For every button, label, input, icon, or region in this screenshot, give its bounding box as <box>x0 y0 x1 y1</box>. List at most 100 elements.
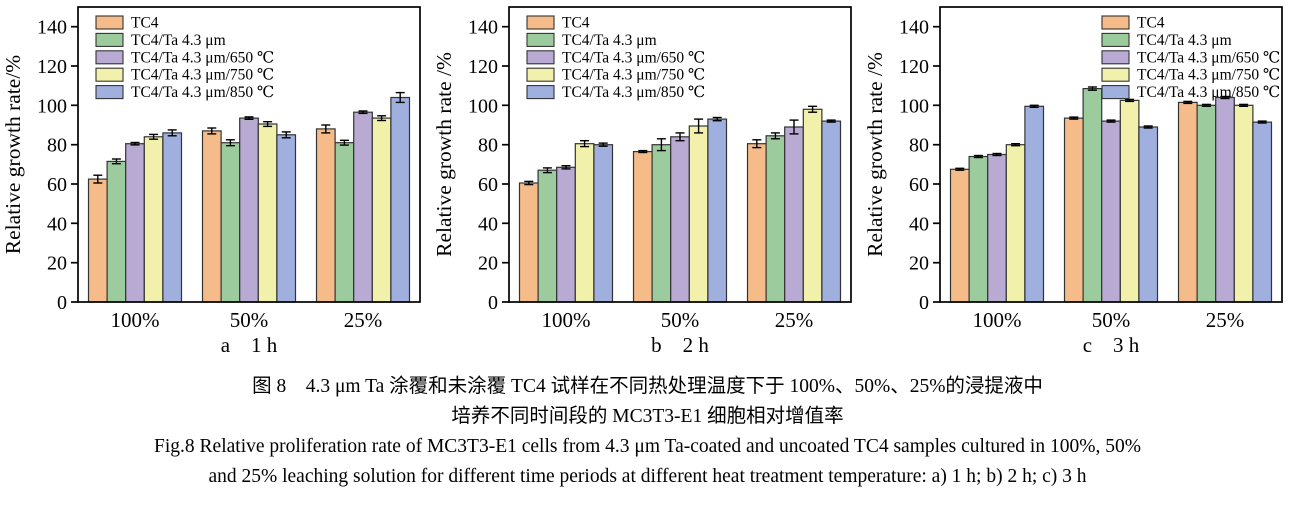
x-category-label: 50% <box>230 308 269 332</box>
y-tick-label: 120 <box>468 56 498 78</box>
bar-b-s4-g2 <box>821 120 842 303</box>
y-axis-title: Relative growth rate/% <box>1 55 25 254</box>
bar-c-s1-g2 <box>1196 104 1217 303</box>
bar-c-s4-g1 <box>1138 126 1159 303</box>
legend-swatch <box>95 32 124 47</box>
bar-a-s4-g1 <box>276 134 297 303</box>
legend-swatch <box>526 15 555 30</box>
bar-a-s1-g2 <box>334 142 355 303</box>
bar-a-s3-g1 <box>257 123 278 303</box>
caption-en-line1: Fig.8 Relative proliferation rate of MC3… <box>154 436 1141 457</box>
y-tick-label: 20 <box>909 253 929 275</box>
legend-swatch <box>526 32 555 47</box>
legend-swatch <box>1101 85 1130 100</box>
bar-c-s0-g2 <box>1177 101 1198 303</box>
y-tick-label: 20 <box>47 253 67 275</box>
legend-label: TC4/Ta 4.3 μm/650 ℃ <box>562 49 705 66</box>
y-axis-title: Relative growth rate /% <box>863 52 887 257</box>
bar-a-s3-g2 <box>371 117 392 303</box>
bar-c-s4-g0 <box>1024 105 1045 303</box>
bar-b-s0-g0 <box>518 182 539 303</box>
bar-a-s0-g2 <box>315 128 336 303</box>
panel-subtitle: b 2 h <box>651 333 709 357</box>
y-tick-label: 120 <box>899 56 929 78</box>
y-tick-label: 140 <box>37 17 67 39</box>
x-category-label: 100% <box>542 308 591 332</box>
bar-a-s2-g2 <box>353 111 373 303</box>
y-tick-label: 120 <box>37 56 67 78</box>
chart-b: 0 20 40 60 80 100 120 140 100% 50% 25% Relative gro… <box>432 6 852 357</box>
plot-border <box>508 6 852 303</box>
x-category-label: 50% <box>661 308 700 332</box>
legend-label: TC4/Ta 4.3 μm/850 ℃ <box>131 84 274 101</box>
legend-label: TC4 <box>562 15 590 32</box>
bar-c-s2-g0 <box>987 153 1007 303</box>
x-category-label: 100% <box>111 308 160 332</box>
legend-label: TC4/Ta 4.3 μm/750 ℃ <box>1137 67 1280 84</box>
bar-b-s3-g0 <box>574 143 595 303</box>
bar-a-s4-g2 <box>390 96 411 303</box>
x-category-label: 25% <box>344 308 383 332</box>
y-tick-label: 0 <box>919 292 929 314</box>
y-tick-label: 80 <box>909 135 929 157</box>
bar-a-s0-g1 <box>201 130 222 303</box>
legend-label: TC4/Ta 4.3 μm <box>562 32 657 49</box>
y-tick-label: 100 <box>899 95 929 117</box>
panel-subtitle: c 3 h <box>1083 333 1140 357</box>
plot-border <box>77 6 421 303</box>
y-tick-label: 60 <box>478 174 498 196</box>
chart-panel-b: 0 20 40 60 80 100 120 140 100% 50% 25% Relative gro… <box>431 0 862 362</box>
legend-label: TC4/Ta 4.3 μm/650 ℃ <box>1137 49 1280 66</box>
panel-subtitle: a 1 h <box>221 333 278 357</box>
x-category-label: 25% <box>1206 308 1245 332</box>
bar-a-s1-g1 <box>220 142 241 303</box>
bar-a-s1-g0 <box>106 160 127 303</box>
legend-swatch <box>1101 15 1130 30</box>
bar-b-s2-g2 <box>784 126 804 303</box>
plot-border <box>939 6 1283 303</box>
figure-caption: 图 8 4.3 μm Ta 涂覆和未涂覆 TC4 试样在不同热处理温度下于 10… <box>0 362 1295 492</box>
bar-c-s1-g1 <box>1082 87 1103 303</box>
legend-label: TC4 <box>131 15 159 32</box>
legend-label: TC4/Ta 4.3 μm <box>1137 32 1232 49</box>
bar-b-s1-g0 <box>537 169 558 303</box>
y-tick-label: 80 <box>478 135 498 157</box>
charts-row: 0 20 40 60 80 100 120 140 100% 50% 25% Relative gro… <box>0 0 1293 362</box>
bar-a-s4-g0 <box>162 132 183 303</box>
legend-label: TC4 <box>1137 15 1165 32</box>
chart-panel-a: 0 20 40 60 80 100 120 140 100% 50% 25% Relative gro… <box>0 0 431 362</box>
y-tick-label: 60 <box>909 174 929 196</box>
y-tick-label: 100 <box>37 95 67 117</box>
y-tick-label: 100 <box>468 95 498 117</box>
bar-a-s2-g0 <box>125 143 145 303</box>
caption-en-line2: and 25% leaching solution for different … <box>208 466 1087 487</box>
bar-c-s0-g0 <box>949 168 970 303</box>
y-tick-label: 140 <box>899 17 929 39</box>
bar-b-s3-g2 <box>802 108 823 303</box>
y-tick-label: 0 <box>57 292 67 314</box>
legend-swatch <box>95 67 124 82</box>
bar-b-s0-g2 <box>746 143 767 303</box>
legend-swatch <box>526 67 555 82</box>
legend-swatch <box>1101 67 1130 82</box>
y-tick-label: 0 <box>488 292 498 314</box>
legend-swatch <box>95 50 124 65</box>
bar-b-s3-g1 <box>688 125 709 303</box>
bar-b-s0-g1 <box>632 151 653 303</box>
chart-panel-c: 0 20 40 60 80 100 120 140 100% 50% 25% Relative gro… <box>862 0 1293 362</box>
y-tick-label: 80 <box>47 135 67 157</box>
bar-a-s2-g1 <box>239 117 259 303</box>
x-category-label: 25% <box>775 308 814 332</box>
legend-label: TC4/Ta 4.3 μm/750 ℃ <box>562 67 705 84</box>
legend-swatch <box>526 85 555 100</box>
x-category-label: 100% <box>973 308 1022 332</box>
bar-c-s3-g0 <box>1005 144 1026 303</box>
bar-c-s0-g1 <box>1063 117 1084 303</box>
chart-c: 0 20 40 60 80 100 120 140 100% 50% 25% Relative gro… <box>863 6 1283 357</box>
legend-label: TC4/Ta 4.3 μm/750 ℃ <box>131 67 274 84</box>
bar-c-s3-g2 <box>1233 104 1254 303</box>
caption-zh-line1: 图 8 4.3 μm Ta 涂覆和未涂覆 TC4 试样在不同热处理温度下于 10… <box>252 376 1043 397</box>
legend-swatch <box>1101 32 1130 47</box>
bar-c-s4-g2 <box>1252 121 1273 303</box>
